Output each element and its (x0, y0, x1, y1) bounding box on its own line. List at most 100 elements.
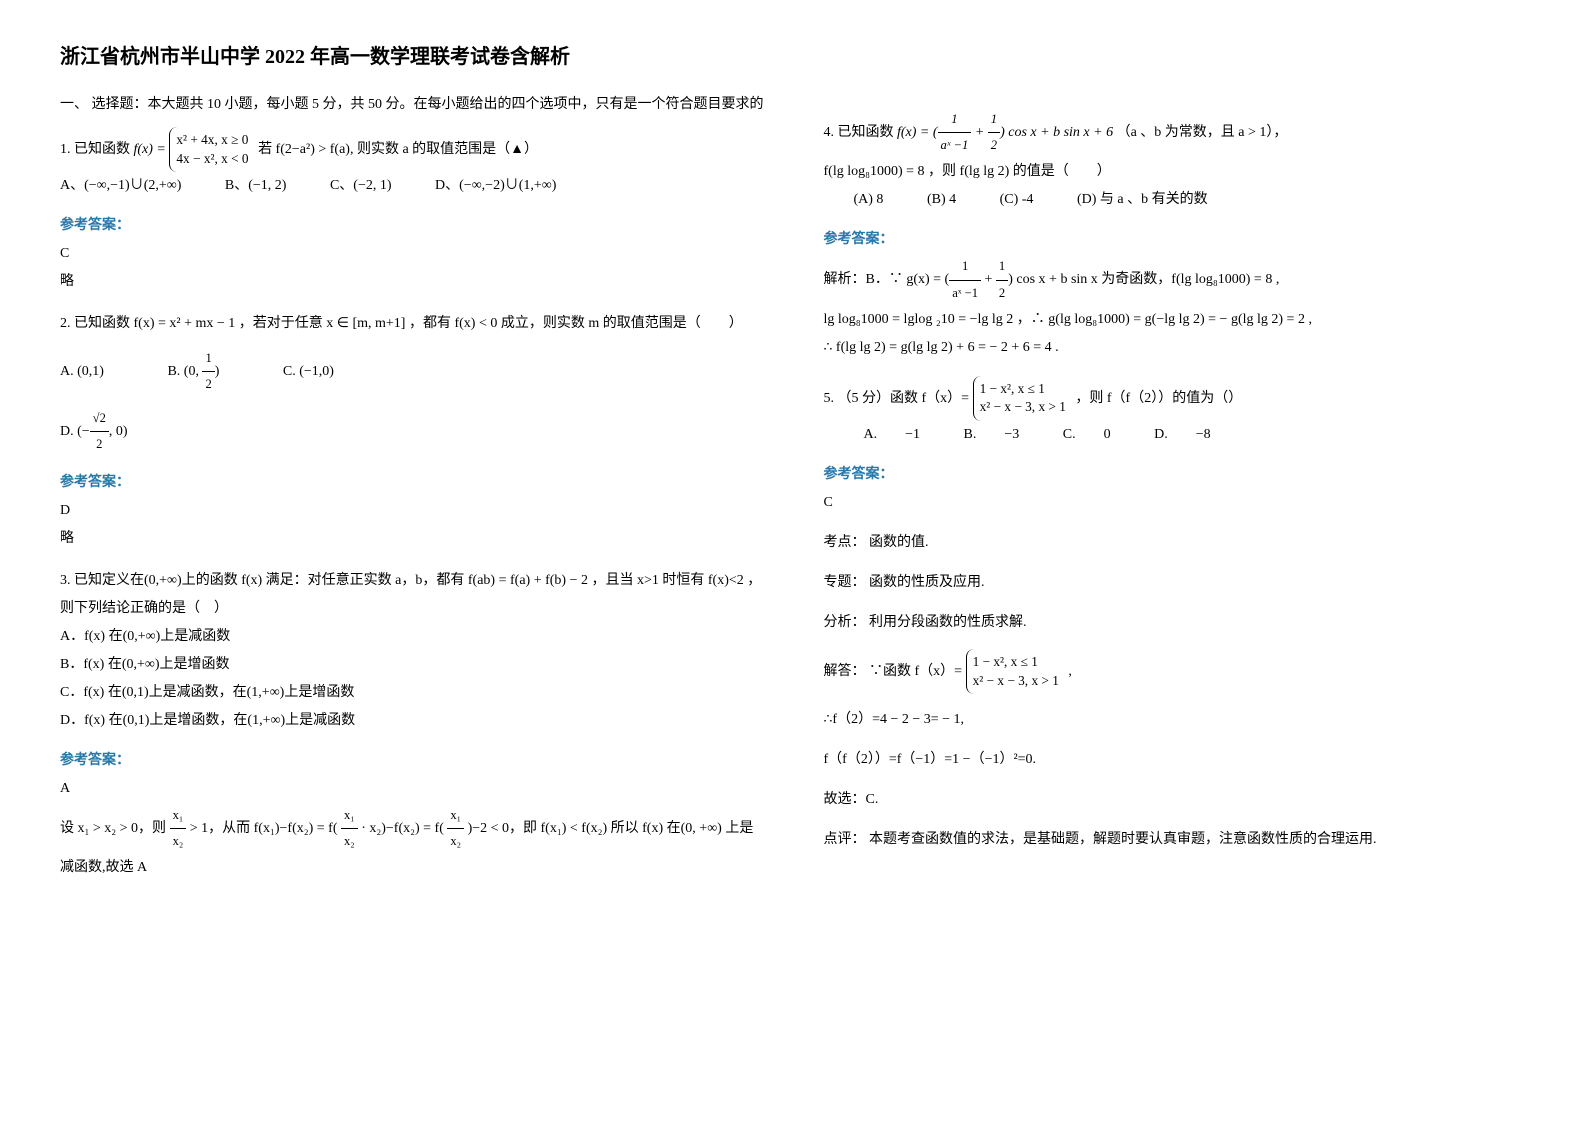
q5-zt: 专题： 函数的性质及应用. (824, 569, 1528, 597)
q5-jd-piecewise: 1 − x², x ≤ 1 x² − x − 3, x > 1 (966, 649, 1065, 694)
q4-optA: (A) 8 (854, 186, 884, 214)
q3-optD: D．f(x) 在(0,1)上是增函数，在(1,+∞)上是减函数 (60, 707, 764, 735)
q2-optC: C. (−1,0) (283, 358, 334, 386)
q3-f1n: x₁ (170, 803, 187, 829)
left-column: 一、 选择题：本大题共 10 小题，每小题 5 分，共 50 分。在每小题给出的… (60, 93, 764, 896)
q1-stem-mid: 若 f(2−a²) > f(a), 则实数 a 的取值范围是（▲） (258, 142, 538, 157)
q2-optB-pre: B. (0, (167, 364, 202, 379)
q3-f2n: x₁ (341, 803, 358, 829)
q4-line4: ∴ f(lg lg 2) = g(lg lg 2) + 6 = − 2 + 6 … (824, 334, 1528, 362)
q5-jd-post: , (1068, 664, 1072, 679)
q3-f3n: x₁ (447, 803, 464, 829)
q3-f1d: x₂ (170, 829, 187, 854)
q5-jd: 解答： ∵函数 f（x）= 1 − x², x ≤ 1 x² − x − 3, … (824, 649, 1528, 694)
q5-answer-body: C 考点： 函数的值. 专题： 函数的性质及应用. 分析： 利用分段函数的性质求… (824, 489, 1528, 854)
q4-fx-pre: f(x) = ( (897, 125, 938, 140)
q4-g-plus: + (981, 272, 996, 287)
q3-answer-body: A 设 x₁ > x₂ > 0，则 x₁x₂ > 1，从而 f(x₁)−f(x₂… (60, 775, 764, 882)
q1-stem-pre: 1. 已知函数 (60, 142, 134, 157)
q4-answer-body: 解析：B．∵ g(x) = (1aˣ −1 + 12) cos x + b si… (824, 254, 1528, 361)
q4-answer-label: 参考答案： (824, 228, 1528, 248)
q4-g-fr2-den: 2 (996, 281, 1008, 306)
q5-stem-pre: 5. （5 分）函数 f（x）= (824, 391, 973, 406)
q1-ans-letter: C (60, 240, 764, 268)
q3-stem: 3. 已知定义在(0,+∞)上的函数 f(x) 满足：对任意正实数 a，b，都有… (60, 567, 764, 623)
q4-line3: lg log₈1000 = lglog ₂10 = −lg lg 2 ，∴ g(… (824, 306, 1528, 334)
q4-optC: (C) -4 (1000, 186, 1034, 214)
q3-ans-expl: 设 x₁ > x₂ > 0，则 x₁x₂ > 1，从而 f(x₁)−f(x₂) … (60, 803, 764, 882)
q4-fr1-den: aˣ −1 (938, 133, 972, 158)
q5-l3: 故选：C. (824, 786, 1528, 814)
q4-fx-post: ) cos x + b sin x + 6 (1000, 125, 1113, 140)
q4-fr2-num: 1 (988, 107, 1000, 133)
two-column-layout: 一、 选择题：本大题共 10 小题，每小题 5 分，共 50 分。在每小题给出的… (60, 93, 1527, 896)
q4-optD: (D) 与 a 、b 有关的数 (1077, 186, 1208, 214)
q5-optD: D. −8 (1154, 421, 1211, 449)
q5-piecewise: 1 − x², x ≤ 1 x² − x − 3, x > 1 (973, 376, 1072, 421)
q2-answer-body: D 略 (60, 497, 764, 553)
q4-fx: f(x) = (1aˣ −1 + 12) cos x + b sin x + 6 (897, 125, 1117, 140)
question-3: 3. 已知定义在(0,+∞)上的函数 f(x) 满足：对任意正实数 a，b，都有… (60, 567, 764, 735)
q5-optB: B. −3 (964, 421, 1020, 449)
q5-optC: C. 0 (1063, 421, 1111, 449)
q4-stem-pre: 4. 已知函数 (824, 125, 898, 140)
q4-line2: f(lg log₈1000) = 8 ，则 f(lg lg 2) 的值是（ ） (824, 158, 1528, 186)
q3-p3: · x₂)−f(x₂) = f( (361, 821, 444, 836)
q4-plus: + (971, 125, 987, 140)
q5-answer-label: 参考答案： (824, 463, 1528, 483)
q1-piece1: x² + 4x, x ≥ 0 (176, 131, 248, 150)
q3-f2d: x₂ (341, 829, 358, 854)
q5-l2: f（f（2））=f（−1）=1 −（−1）²=0. (824, 746, 1528, 774)
q5-dp: 点评： 本题考查函数值的求法，是基础题，解题时要认真审题，注意函数性质的合理运用… (824, 826, 1528, 854)
q2-optD: D. (−√22, 0) (60, 406, 128, 457)
q2-optD-post: , 0) (109, 424, 128, 439)
q1-answer-body: C 略 (60, 240, 764, 296)
q2-optA: A. (0,1) (60, 358, 104, 386)
q4-optB: (B) 4 (927, 186, 956, 214)
q1-ans-note: 略 (60, 268, 764, 296)
q2-ans-note: 略 (60, 525, 764, 553)
q3-answer-label: 参考答案： (60, 749, 764, 769)
q2-optD-pre: D. (− (60, 424, 90, 439)
page-title: 浙江省杭州市半山中学 2022 年高一数学理联考试卷含解析 (60, 40, 1527, 69)
q1-fx: f(x) = (134, 142, 170, 157)
q5-jd-p1: 1 − x², x ≤ 1 (973, 653, 1059, 672)
q3-optC: C．f(x) 在(0,1)上是减函数，在(1,+∞)上是增函数 (60, 679, 764, 707)
q3-ans-letter: A (60, 775, 764, 803)
q4-g-fr1-den: aˣ −1 (949, 281, 981, 306)
q5-stem-post: ，则 f（f（2））的值为（） (1075, 391, 1242, 406)
q2-optB-den: 2 (202, 372, 214, 397)
q1-piecewise: x² + 4x, x ≥ 0 4x − x², x < 0 (169, 127, 254, 172)
q3-p2: > 1，从而 f(x₁)−f(x₂) = f( (190, 821, 338, 836)
q1-piece2: 4x − x², x < 0 (176, 150, 248, 169)
q1-optC: C、(−2, 1) (330, 172, 392, 200)
q3-optB: B．f(x) 在(0,+∞)上是增函数 (60, 651, 764, 679)
q2-stem: 2. 已知函数 f(x) = x² + mx − 1 ，若对于任意 x ∈ [m… (60, 316, 743, 331)
q2-optB-num: 1 (202, 346, 214, 372)
question-5: 5. （5 分）函数 f（x）= 1 − x², x ≤ 1 x² − x − … (824, 376, 1528, 449)
q5-l1: ∴f（2）=4 − 2 − 3= − 1, (824, 706, 1528, 734)
q2-answer-label: 参考答案： (60, 471, 764, 491)
q2-optB: B. (0, 12) (167, 346, 219, 397)
q4-g-fr2-num: 1 (996, 254, 1008, 280)
q2-optD-num: √2 (90, 406, 109, 432)
q1-optB: B、(−1, 2) (225, 172, 287, 200)
q2-optB-post: ) (215, 364, 220, 379)
q1-answer-label: 参考答案： (60, 214, 764, 234)
q4-sol-line1: 解析：B．∵ g(x) = (1aˣ −1 + 12) cos x + b si… (824, 254, 1528, 305)
q2-optD-den: 2 (90, 432, 109, 457)
q2-ans-letter: D (60, 497, 764, 525)
question-1: 1. 已知函数 f(x) = x² + 4x, x ≥ 0 4x − x², x… (60, 127, 764, 200)
q4-fr1-num: 1 (938, 107, 972, 133)
q5-jd-p2: x² − x − 3, x > 1 (973, 672, 1059, 691)
q4-stem-mid: （a 、b 为常数，且 a > 1）， (1117, 125, 1288, 140)
section-1-head: 一、 选择题：本大题共 10 小题，每小题 5 分，共 50 分。在每小题给出的… (60, 93, 764, 113)
q5-kd: 考点： 函数的值. (824, 529, 1528, 557)
q4-sol-post: ) cos x + b sin x 为奇函数，f(lg log₈1000) = … (1008, 272, 1279, 287)
q5-fx: 分析： 利用分段函数的性质求解. (824, 609, 1528, 637)
q5-ans-letter: C (824, 489, 1528, 517)
question-4: 4. 已知函数 f(x) = (1aˣ −1 + 12) cos x + b s… (824, 107, 1528, 214)
q3-optA: A．f(x) 在(0,+∞)上是减函数 (60, 623, 764, 651)
q3-f3d: x₂ (447, 829, 464, 854)
question-2: 2. 已知函数 f(x) = x² + mx − 1 ，若对于任意 x ∈ [m… (60, 310, 764, 457)
